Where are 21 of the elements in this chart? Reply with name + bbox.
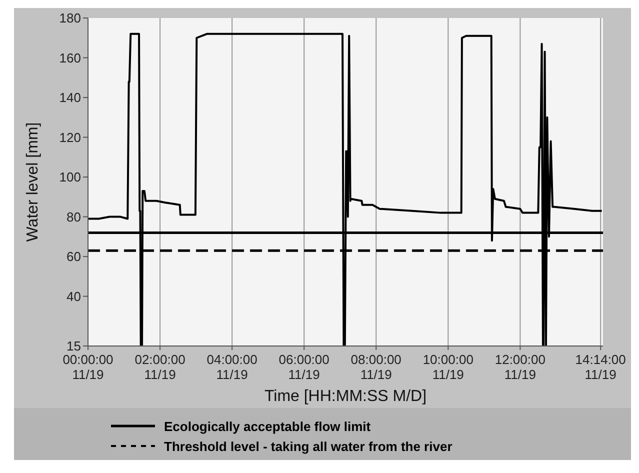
y-tick-label: 40 (66, 288, 81, 304)
x-tick-label: 04:00:00 11/19 (206, 352, 258, 382)
x-tick-label: 08:00:00 11/19 (350, 352, 402, 382)
y-tick-label: 60 (66, 249, 81, 264)
y-tick-label: 140 (59, 90, 81, 106)
legend-label: Ecologically acceptable flow limit (164, 418, 371, 434)
y-tick-label: 160 (59, 50, 81, 66)
x-tick-label: 06:00:00 11/19 (278, 352, 330, 382)
x-tick-label: 14:14:00 11/19 (575, 352, 626, 382)
x-tick-label: 12:00:00 11/19 (494, 352, 546, 382)
y-tick-label: 180 (59, 10, 81, 26)
y-axis-title: Water level [mm] (24, 122, 42, 242)
y-tick-label: 80 (66, 209, 81, 224)
x-tick-label: 10:00:00 11/19 (422, 352, 474, 382)
y-tick-label: 120 (59, 130, 81, 145)
y-tick-label: 100 (59, 170, 81, 185)
legend-label: Threshold level - taking all water from the river (164, 438, 452, 454)
x-axis-title: Time [HH:MM:SS M/D] (264, 388, 427, 405)
y-tick-label: 15 (66, 338, 81, 354)
x-tick-label: 00:00:00 11/19 (62, 352, 114, 382)
x-tick-label: 02:00:00 11/19 (134, 352, 186, 382)
